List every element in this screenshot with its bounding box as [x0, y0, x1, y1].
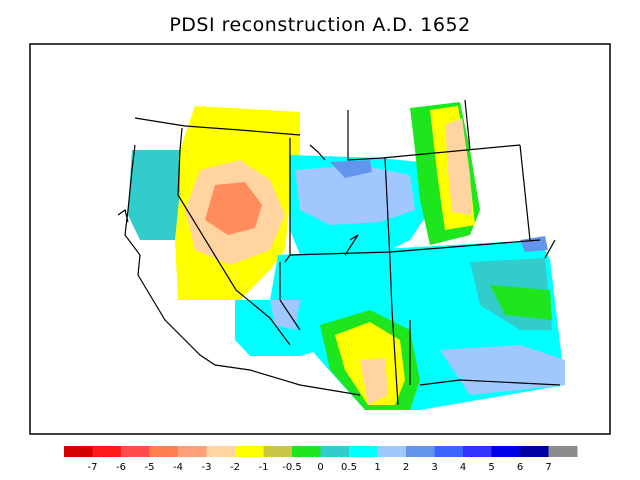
legend-tick-label: 0 [317, 462, 323, 473]
legend-tick-label: -7 [88, 462, 98, 473]
legend-tick-label: -3 [202, 462, 212, 473]
legend-tick-label: 3 [431, 462, 437, 473]
legend-swatch [64, 446, 93, 457]
legend-tick-label: 0.5 [341, 462, 357, 473]
legend-swatch [235, 446, 264, 457]
legend-tick-label: 7 [545, 462, 551, 473]
legend-tick-label: -5 [145, 462, 155, 473]
map-title: PDSI reconstruction A.D. 1652 [169, 14, 471, 36]
legend-tick-label: -6 [116, 462, 126, 473]
legend-tick-label: -1 [259, 462, 269, 473]
legend-tick-label: -0.5 [282, 462, 302, 473]
legend-ticks: -7 -6 -5 -4 -3 -2 -1 -0.5 0 0.5 1 2 3 4 5 6 7 [88, 462, 552, 473]
legend-swatch [491, 446, 521, 457]
legend-swatch [292, 446, 321, 457]
legend-tick-label: -2 [230, 462, 240, 473]
legend-swatch [520, 446, 549, 457]
legend-swatch [206, 446, 236, 457]
legend-swatch [349, 446, 378, 457]
legend-swatch [92, 446, 122, 457]
legend-tick-label: -4 [173, 462, 183, 473]
legend-tick-label: 6 [517, 462, 523, 473]
legend-bars [64, 446, 578, 457]
legend-swatch [121, 446, 150, 457]
legend-swatch [548, 446, 578, 457]
legend-swatch [406, 446, 435, 457]
legend-swatch [320, 446, 350, 457]
legend-swatch [377, 446, 407, 457]
legend-swatch [178, 446, 207, 457]
legend-tick-label: 2 [403, 462, 409, 473]
legend-tick-label: 4 [460, 462, 466, 473]
legend-swatch [463, 446, 492, 457]
state-boundaries [134, 99, 561, 406]
legend-swatch [434, 446, 464, 457]
pdsi-field [128, 102, 565, 410]
legend-tick-label: 5 [488, 462, 494, 473]
legend-swatch [149, 446, 179, 457]
legend-tick-label: 1 [374, 462, 380, 473]
legend-swatch [263, 446, 293, 457]
coastline [117, 144, 361, 396]
